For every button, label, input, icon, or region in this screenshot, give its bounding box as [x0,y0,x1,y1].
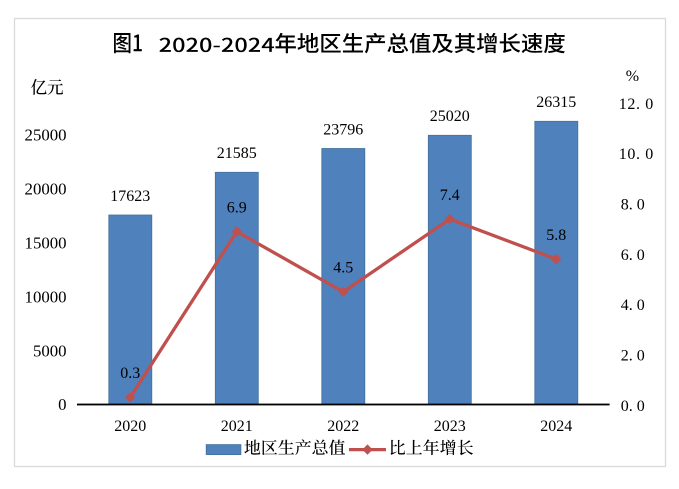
svg-text:0.3: 0.3 [120,365,140,382]
svg-text:10. 0: 10. 0 [619,146,654,163]
svg-text:15000: 15000 [25,234,67,253]
svg-text:12. 0: 12. 0 [619,96,654,113]
svg-text:23796: 23796 [323,121,363,138]
svg-text:5000: 5000 [33,341,67,360]
svg-text:20000: 20000 [25,180,67,199]
svg-text:6.9: 6.9 [227,199,247,216]
svg-text:2022: 2022 [327,418,359,435]
svg-text:25000: 25000 [25,126,67,145]
svg-text:2. 0: 2. 0 [621,348,645,365]
svg-text:7.4: 7.4 [440,187,460,204]
svg-text:17623: 17623 [110,188,150,205]
svg-text:21585: 21585 [217,145,257,162]
svg-text:6. 0: 6. 0 [621,247,645,264]
svg-text:10000: 10000 [25,287,67,306]
svg-text:2023: 2023 [434,418,466,435]
svg-text:2024: 2024 [540,418,572,435]
svg-text:4. 0: 4. 0 [621,297,645,314]
svg-text:25020: 25020 [430,108,470,125]
svg-text:4.5: 4.5 [333,260,353,277]
svg-text:%: % [626,68,639,85]
svg-text:2020: 2020 [114,418,146,435]
svg-text:8. 0: 8. 0 [621,197,645,214]
svg-text:0. 0: 0. 0 [621,398,645,415]
svg-text:5.8: 5.8 [546,227,566,244]
svg-text:2021: 2021 [221,418,253,435]
svg-text:0: 0 [58,395,66,414]
svg-text:26315: 26315 [536,94,576,111]
